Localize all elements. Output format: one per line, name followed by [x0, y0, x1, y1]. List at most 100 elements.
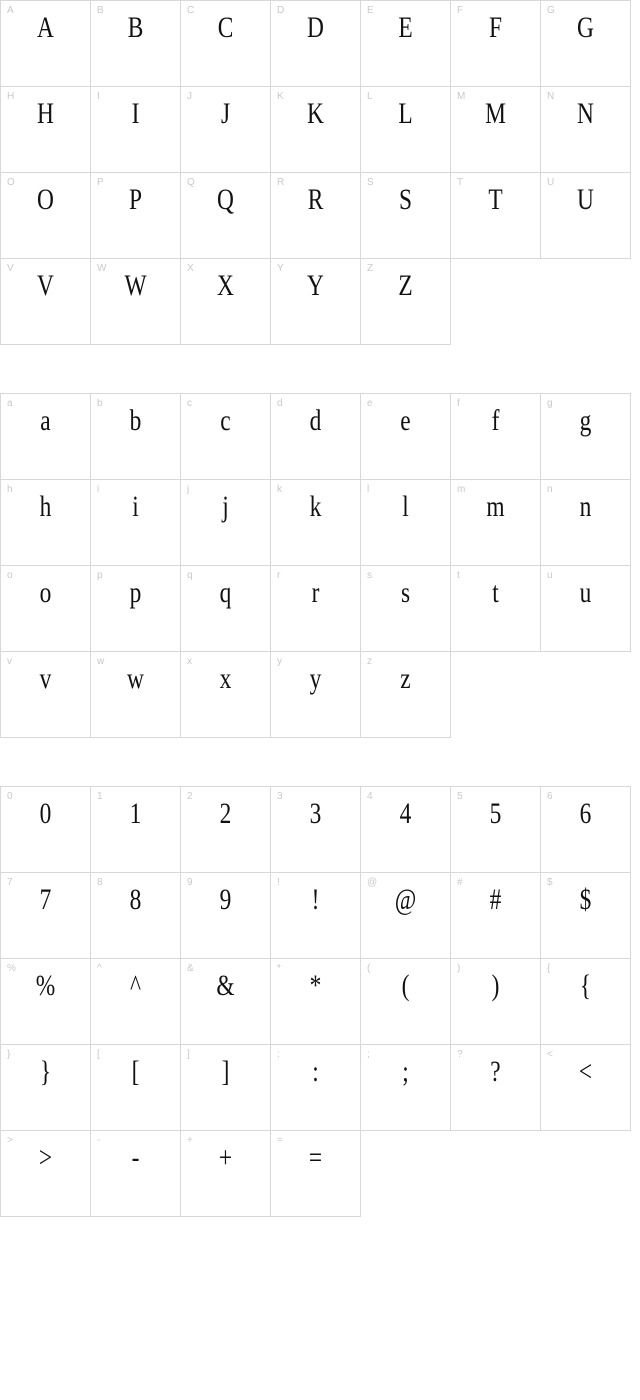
glyph-cell[interactable]: 88 [91, 873, 181, 959]
glyph-cell[interactable]: EE [361, 1, 451, 87]
glyph-cell[interactable]: KK [271, 87, 361, 173]
glyph-cell[interactable]: II [91, 87, 181, 173]
glyph-cell[interactable]: 66 [541, 787, 631, 873]
glyph-cell[interactable]: vv [1, 652, 91, 738]
glyph-display: e [371, 406, 440, 436]
glyph-cell[interactable]: [[ [91, 1045, 181, 1131]
glyph-cell[interactable]: mm [451, 480, 541, 566]
glyph-cell[interactable]: hh [1, 480, 91, 566]
glyph-cell[interactable]: XX [181, 259, 271, 345]
glyph-cell[interactable]: ZZ [361, 259, 451, 345]
glyph-cell[interactable]: nn [541, 480, 631, 566]
glyph-display: ( [371, 971, 440, 1001]
glyph-cell[interactable]: ;; [361, 1045, 451, 1131]
glyph-cell[interactable]: qq [181, 566, 271, 652]
glyph-cell[interactable]: ]] [181, 1045, 271, 1131]
glyph-cell[interactable]: dd [271, 394, 361, 480]
glyph-cell[interactable]: jj [181, 480, 271, 566]
glyph-cell[interactable]: ss [361, 566, 451, 652]
glyph-cell[interactable]: UU [541, 173, 631, 259]
glyph-cell[interactable]: SS [361, 173, 451, 259]
glyph-cell[interactable]: pp [91, 566, 181, 652]
glyph-cell[interactable]: zz [361, 652, 451, 738]
glyph-cell[interactable]: JJ [181, 87, 271, 173]
glyph-cell[interactable]: TT [451, 173, 541, 259]
glyph-display: F [461, 13, 530, 43]
glyph-cell[interactable]: 11 [91, 787, 181, 873]
glyph-cell[interactable]: ## [451, 873, 541, 959]
glyph-cell[interactable]: ww [91, 652, 181, 738]
glyph-cell[interactable]: LL [361, 87, 451, 173]
glyph-cell[interactable]: == [271, 1131, 361, 1217]
glyph-cell[interactable]: xx [181, 652, 271, 738]
glyph-cell[interactable]: -- [91, 1131, 181, 1217]
glyph-cell[interactable]: !! [271, 873, 361, 959]
glyph-display: g [551, 406, 620, 436]
glyph-cell[interactable]: ee [361, 394, 451, 480]
glyph-cell[interactable]: CC [181, 1, 271, 87]
glyph-cell[interactable]: $$ [541, 873, 631, 959]
glyph-cell[interactable]: 55 [451, 787, 541, 873]
glyph-cell[interactable]: gg [541, 394, 631, 480]
glyph-cell[interactable]: ?? [451, 1045, 541, 1131]
glyph-cell[interactable]: YY [271, 259, 361, 345]
glyph-cell[interactable]: 33 [271, 787, 361, 873]
glyph-cell[interactable]: 00 [1, 787, 91, 873]
glyph-cell[interactable]: uu [541, 566, 631, 652]
glyph-display: # [461, 885, 530, 915]
glyph-cell[interactable]: RR [271, 173, 361, 259]
glyph-cell[interactable]: 99 [181, 873, 271, 959]
glyph-cell[interactable]: bb [91, 394, 181, 480]
glyph-cell[interactable]: DD [271, 1, 361, 87]
glyph-display: S [371, 185, 440, 215]
glyph-cell[interactable]: PP [91, 173, 181, 259]
glyph-cell[interactable]: (( [361, 959, 451, 1045]
glyph-cell[interactable]: AA [1, 1, 91, 87]
glyph-cell[interactable]: BB [91, 1, 181, 87]
glyph-cell[interactable]: ** [271, 959, 361, 1045]
glyph-display: ? [461, 1057, 530, 1087]
glyph-cell[interactable]: %% [1, 959, 91, 1045]
glyph-display: q [191, 578, 260, 608]
glyph-cell[interactable]: @@ [361, 873, 451, 959]
glyph-cell[interactable]: aa [1, 394, 91, 480]
glyph-cell[interactable]: && [181, 959, 271, 1045]
glyph-cell[interactable]: rr [271, 566, 361, 652]
glyph-cell[interactable]: << [541, 1045, 631, 1131]
glyph-cell[interactable]: }} [1, 1045, 91, 1131]
glyph-cell[interactable]: OO [1, 173, 91, 259]
glyph-cell[interactable]: cc [181, 394, 271, 480]
glyph-display: u [551, 578, 620, 608]
glyph-grid-symbols: 00112233445566 778899!!@@##$$%%^^&&**(())… [0, 786, 631, 1217]
glyph-display: 9 [191, 885, 260, 915]
glyph-display: i [101, 492, 170, 522]
glyph-cell[interactable]: VV [1, 259, 91, 345]
glyph-cell[interactable]: ll [361, 480, 451, 566]
glyph-key-label: : [277, 1049, 280, 1060]
glyph-key-label: ! [277, 877, 280, 888]
glyph-cell[interactable]: yy [271, 652, 361, 738]
glyph-cell[interactable]: GG [541, 1, 631, 87]
glyph-display: 2 [191, 799, 260, 829]
glyph-cell[interactable]: ii [91, 480, 181, 566]
glyph-cell[interactable]: QQ [181, 173, 271, 259]
glyph-cell[interactable]: 77 [1, 873, 91, 959]
glyph-cell[interactable]: ++ [181, 1131, 271, 1217]
glyph-cell[interactable]: 44 [361, 787, 451, 873]
glyph-cell[interactable]: 22 [181, 787, 271, 873]
glyph-cell[interactable]: >> [1, 1131, 91, 1217]
glyph-cell[interactable]: kk [271, 480, 361, 566]
glyph-cell[interactable]: ^^ [91, 959, 181, 1045]
glyph-cell[interactable]: FF [451, 1, 541, 87]
glyph-cell[interactable]: ff [451, 394, 541, 480]
glyph-cell[interactable]: NN [541, 87, 631, 173]
glyph-cell[interactable]: {{ [541, 959, 631, 1045]
glyph-cell[interactable]: tt [451, 566, 541, 652]
glyph-cell[interactable]: )) [451, 959, 541, 1045]
glyph-cell[interactable]: HH [1, 87, 91, 173]
glyph-display: 8 [101, 885, 170, 915]
glyph-cell[interactable]: :: [271, 1045, 361, 1131]
glyph-cell[interactable]: MM [451, 87, 541, 173]
glyph-cell[interactable]: oo [1, 566, 91, 652]
glyph-cell[interactable]: WW [91, 259, 181, 345]
